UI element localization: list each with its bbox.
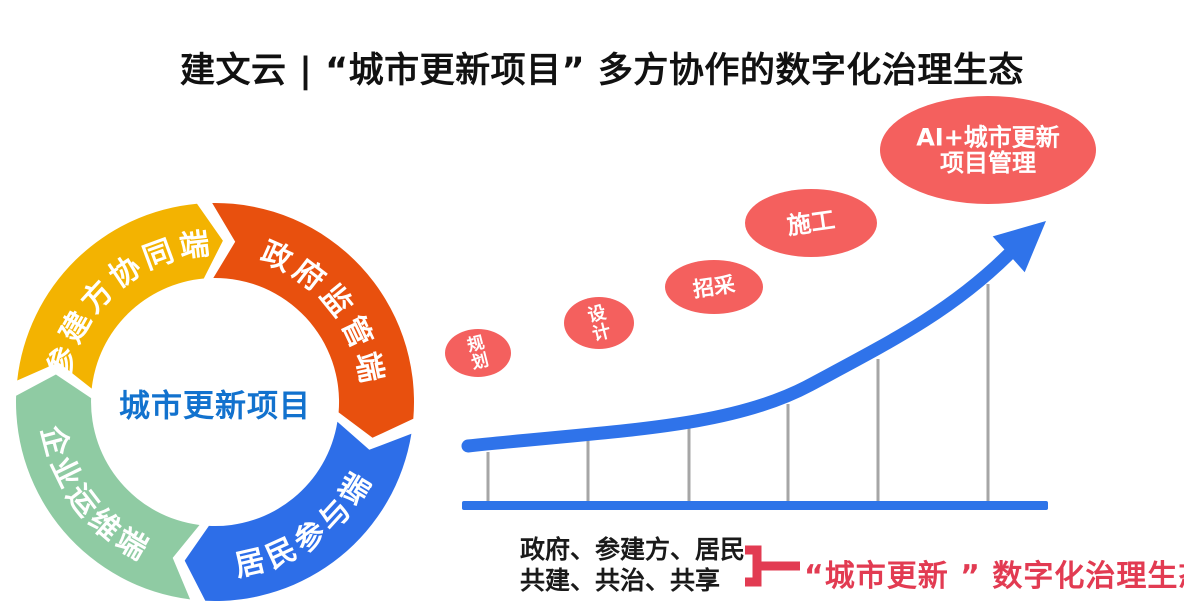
stage-label: 规划 xyxy=(465,333,491,374)
footer-parties-line2: 共建、共治、共享 xyxy=(520,566,721,595)
stage-bubble-shape xyxy=(564,297,634,349)
footer-parties-line1: 政府、参建方、居民 xyxy=(520,535,746,564)
ring-segment xyxy=(17,203,223,389)
ring-segment xyxy=(212,202,415,438)
growth-curve xyxy=(461,248,1015,453)
brace-icon xyxy=(745,545,800,587)
peak-bubble-shape xyxy=(880,96,1096,204)
stage-bubble: 施工 xyxy=(745,189,877,257)
stage-bubble: 设计 xyxy=(564,297,634,349)
peak-bubble: AI+城市更新项目管理 xyxy=(880,96,1096,204)
stage-label: AI+城市更新项目管理 xyxy=(916,124,1060,177)
page-title: 建文云 | “城市更新项目” 多方协作的数字化治理生态 xyxy=(180,51,1024,91)
ring-segment xyxy=(16,374,200,600)
baseline-bar xyxy=(462,501,1048,510)
stage-bubble: 招采 xyxy=(665,260,763,314)
stage-label: 设计 xyxy=(585,302,612,345)
ring-segment xyxy=(184,421,412,602)
stage-label: 招采 xyxy=(692,272,737,302)
stage-bubble-shape xyxy=(665,260,763,314)
ring-center-label: 城市更新项目 xyxy=(119,388,311,425)
stage-bubble: 规划 xyxy=(445,329,511,377)
stage-bubble-shape xyxy=(445,329,511,377)
stage-bubble-shape xyxy=(745,189,877,257)
footer-parties-text: 政府、参建方、居民 共建、共治、共享 xyxy=(520,534,745,596)
arrow-head-icon xyxy=(992,221,1046,273)
footer-result-text: “城市更新 ” 数字化治理生态 xyxy=(804,559,1184,594)
stage-label: 施工 xyxy=(785,206,836,240)
